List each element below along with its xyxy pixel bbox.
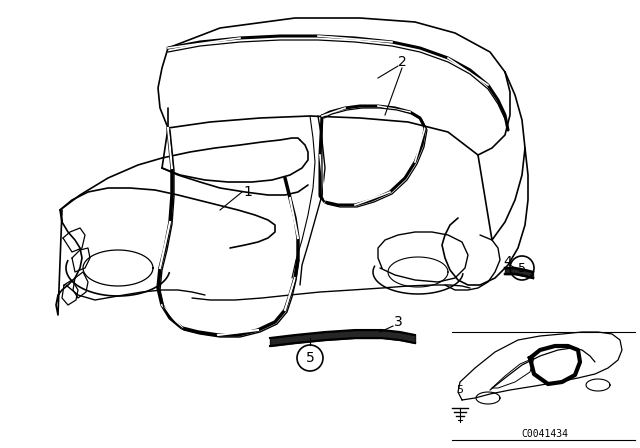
Text: 5: 5 [456,385,463,395]
Text: 5: 5 [306,351,314,365]
Text: 5: 5 [518,262,526,275]
Text: 4: 4 [504,255,513,269]
Text: 3: 3 [394,315,403,329]
Text: 2: 2 [397,55,406,69]
Text: 1: 1 [244,185,252,199]
Text: C0041434: C0041434 [522,429,568,439]
